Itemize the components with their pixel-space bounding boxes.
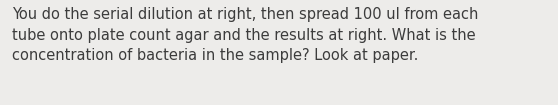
Text: You do the serial dilution at right, then spread 100 ul from each
tube onto plat: You do the serial dilution at right, the… [12,7,479,63]
